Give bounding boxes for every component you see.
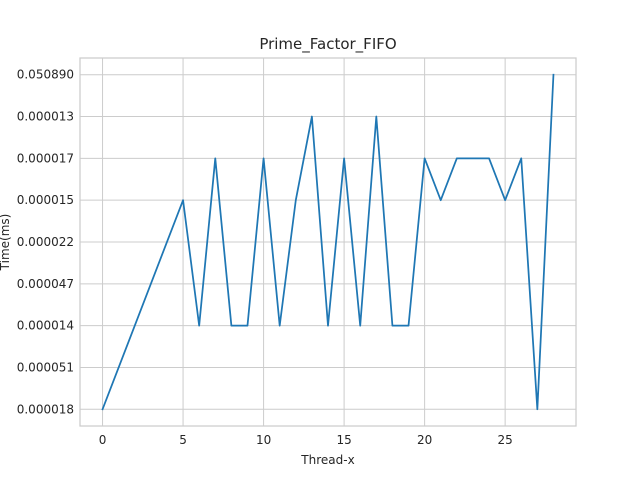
y-axis-label: Time(ms) (0, 214, 12, 272)
x-tick-label: 10 (256, 433, 271, 447)
series-line (101, 73, 555, 411)
x-tick-label: 15 (336, 433, 351, 447)
chart-title: Prime_Factor_FIFO (259, 35, 396, 54)
y-tick-label: 0.000017 (17, 151, 74, 165)
series-layer (101, 73, 555, 411)
y-tick-label: 0.000047 (17, 277, 74, 291)
y-tick-label: 0.000013 (17, 110, 74, 124)
y-tick-label: 0.050890 (17, 68, 74, 82)
plot-frame (79, 57, 577, 427)
y-tick-label: 0.000018 (17, 402, 74, 416)
x-tick-label: 25 (498, 433, 513, 447)
x-tick-label: 20 (417, 433, 432, 447)
y-tick-label: 0.000051 (17, 360, 74, 374)
grid-layer (80, 58, 576, 426)
y-tick-label: 0.000022 (17, 235, 74, 249)
x-tick-label: 0 (99, 433, 107, 447)
y-tick-label: 0.000014 (17, 319, 74, 333)
y-tick-label: 0.000015 (17, 193, 74, 207)
x-tick-label: 5 (179, 433, 187, 447)
tick-layer: 0 5 10 15 20 25 0.000018 0.000051 0.000014 0.0000… (17, 68, 513, 447)
x-axis-label: Thread-x (300, 453, 354, 467)
